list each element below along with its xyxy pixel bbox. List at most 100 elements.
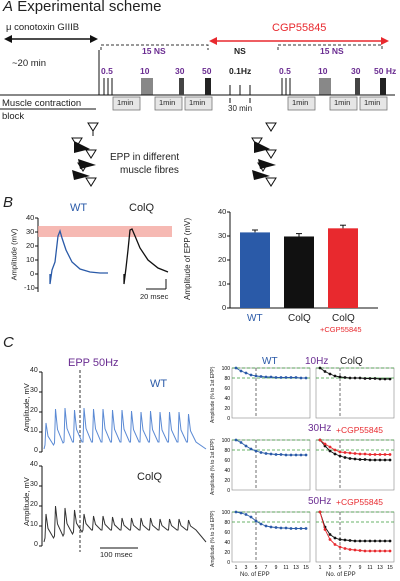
min-box-2: 1min (159, 98, 176, 107)
series-point (289, 453, 293, 457)
series-point (338, 545, 342, 549)
epp-line1: EPP in different (110, 152, 180, 163)
series-point (234, 438, 238, 442)
series-point (378, 377, 382, 381)
series-point (388, 458, 392, 462)
series-point (368, 377, 372, 380)
conotoxin-label: μ conotoxin GIIIB (6, 22, 80, 33)
series-point (244, 513, 248, 516)
freq-l-2: 30 (175, 66, 185, 76)
series-point (383, 458, 387, 462)
small-xtick: 13 (377, 565, 383, 571)
freq-mid: 0.1Hz (229, 66, 252, 76)
series-point (318, 438, 322, 442)
series-point (363, 452, 367, 456)
series-point (289, 527, 293, 530)
min-box-5: 1min (334, 98, 351, 107)
series-point (363, 377, 367, 380)
series-point (264, 452, 268, 455)
series-point (244, 444, 248, 448)
small-ytick: 100 (222, 438, 231, 444)
bar-ytick-4: 0 (222, 303, 227, 312)
bar-ytick-3: 10 (218, 279, 227, 288)
ns-left: 15 NS (142, 46, 166, 56)
xlabel-right: No. of EPP (326, 572, 356, 578)
series-point (323, 442, 327, 446)
small-ytick: 20 (224, 406, 230, 412)
small-ytick: 100 (222, 510, 231, 516)
time-20min: ~20 min (12, 58, 47, 69)
series-point (239, 511, 243, 515)
min30-label: 30 min (228, 104, 253, 113)
small-ytick: 0 (227, 560, 230, 566)
bar-xlabel-2: ColQ (332, 313, 355, 324)
bar-xlabel-0: WT (247, 313, 263, 324)
small-frame (231, 439, 311, 491)
small-ytick: 40 (224, 396, 230, 402)
min-box-6: 1min (364, 98, 381, 107)
small-frame (315, 511, 395, 563)
series-point (289, 376, 293, 379)
c-colq: ColQ (137, 471, 163, 483)
min-box-1: 1min (117, 98, 134, 107)
small-xtick: 11 (367, 565, 372, 571)
series-point (378, 549, 382, 553)
series-point (328, 445, 332, 449)
cgp-50: +CGP55845 (336, 497, 384, 507)
freq-l-1: 10 (140, 66, 150, 76)
small-ytick: 60 (224, 458, 230, 464)
series-point (358, 539, 362, 543)
series-point (348, 539, 352, 542)
series-point (304, 527, 308, 530)
series-point (239, 369, 243, 373)
series-point (338, 450, 342, 454)
series-point (373, 453, 377, 456)
series-point (373, 549, 377, 553)
series-point (328, 538, 332, 541)
series-point (304, 376, 308, 380)
series-point (304, 453, 308, 457)
series-point (234, 366, 238, 370)
series-point (269, 525, 273, 529)
b-colq: ColQ (129, 202, 155, 214)
c-ytick-t1: 30 (30, 387, 38, 394)
c-ytick-b2: 20 (30, 501, 38, 508)
series-point (343, 376, 347, 379)
c-ytick-b1: 30 (30, 481, 38, 488)
small-ytick: 60 (224, 530, 230, 536)
freq-r-2: 30 (351, 66, 361, 76)
small-xtick: 7 (265, 565, 268, 571)
series-point (358, 458, 362, 461)
small-ytick: 100 (222, 366, 231, 372)
panel-a-letter: A (3, 0, 14, 15)
small-xtick: 3 (329, 565, 332, 571)
series-point (269, 375, 273, 379)
series-point (388, 453, 392, 456)
series-point (323, 370, 327, 373)
series-line-ColQ (319, 511, 390, 542)
series-point (333, 374, 337, 378)
series-point (254, 519, 258, 523)
series-point (323, 528, 327, 531)
cgp-30: +CGP55845 (336, 425, 384, 435)
xlabel-left: No. of EPP (240, 572, 270, 578)
small-xtick: 9 (275, 565, 278, 571)
c-ytick-b3: 10 (30, 521, 38, 528)
small-frame (231, 511, 311, 563)
freq-l-0: 0.5 (101, 66, 113, 76)
series-point (383, 549, 387, 553)
small-ytick: 40 (224, 468, 230, 474)
b-ytick-5: -10 (24, 283, 35, 292)
c-ytick-t0: 40 (30, 367, 38, 374)
small-xtick: 5 (255, 565, 258, 571)
series-point (383, 377, 387, 381)
series-point (328, 372, 332, 376)
series-point (294, 453, 298, 457)
bar-ytick-1: 30 (218, 231, 227, 240)
series-point (333, 543, 337, 546)
small-xtick: 3 (245, 565, 248, 571)
series-point (299, 527, 303, 530)
